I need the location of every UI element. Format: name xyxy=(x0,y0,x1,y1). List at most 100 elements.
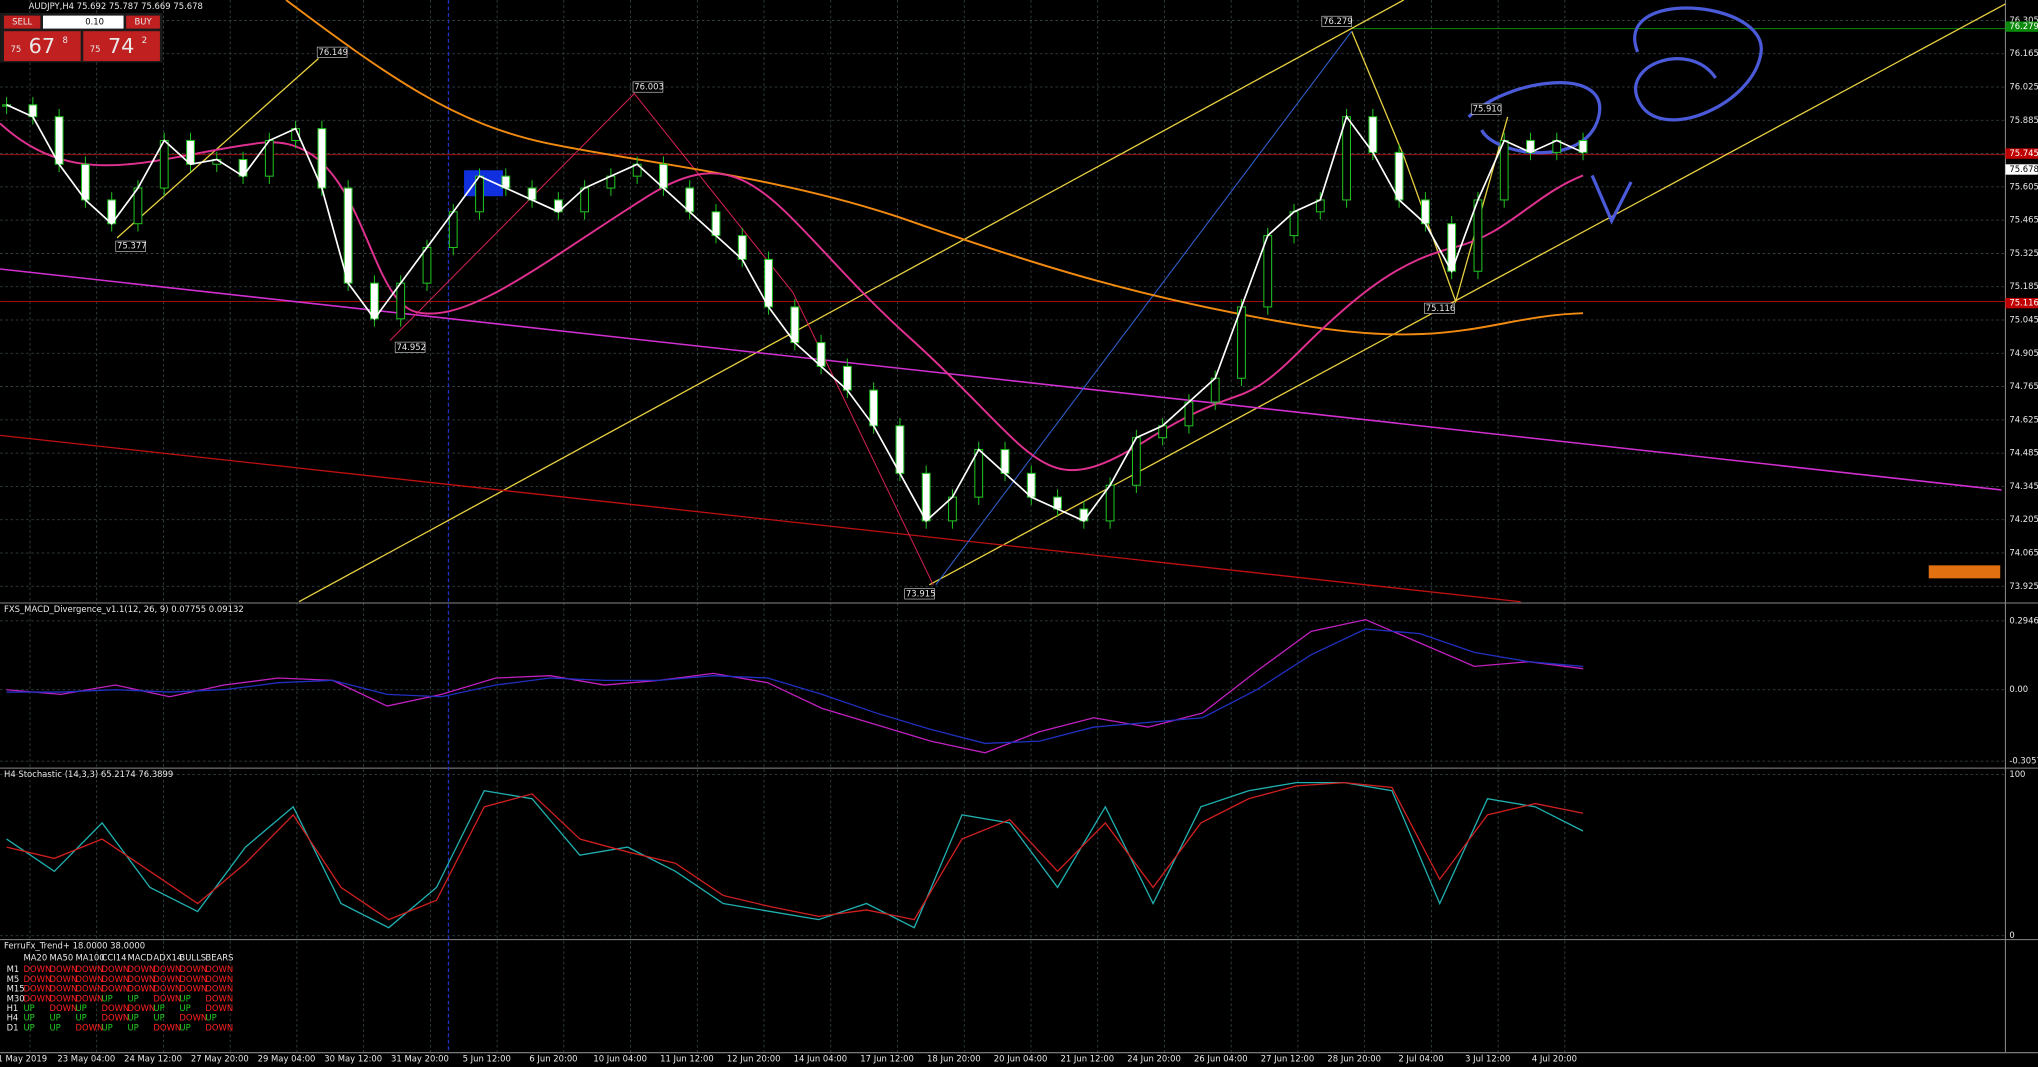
trend-row-label: M30 xyxy=(7,993,25,1003)
trend-cell: DOWN xyxy=(179,974,207,984)
trend-cell: UP xyxy=(75,1003,86,1013)
candle xyxy=(475,175,484,213)
price-marker xyxy=(2005,21,2038,32)
time-label: 21 May 2019 xyxy=(0,1054,47,1064)
time-label: 28 Jun 20:00 xyxy=(1327,1054,1381,1064)
price-marker-label: 75.116 xyxy=(2009,298,2038,308)
trend-cell: DOWN xyxy=(153,984,181,994)
time-label: 4 Jul 20:00 xyxy=(1532,1054,1577,1064)
freehand-drawing xyxy=(1633,6,1763,122)
time-label: 27 May 20:00 xyxy=(191,1054,249,1064)
swing-label: 75.910 xyxy=(1473,104,1503,114)
trend-cell: DOWN xyxy=(101,964,129,974)
lot-value: 0.10 xyxy=(85,17,104,27)
trend-cell: UP xyxy=(153,1013,164,1023)
time-label: 17 Jun 12:00 xyxy=(860,1054,914,1064)
price-marker-label: 75.678 xyxy=(2009,164,2038,174)
sell-label: SELL xyxy=(12,17,32,27)
bid-box[interactable] xyxy=(3,31,81,62)
candle xyxy=(1499,139,1509,201)
candle xyxy=(1342,116,1351,201)
trend-cell: DOWN xyxy=(205,1023,233,1033)
swing-label-bg xyxy=(115,240,146,252)
time-label: 24 Jun 20:00 xyxy=(1127,1054,1181,1064)
time-label: 2 Jul 04:00 xyxy=(1398,1054,1443,1064)
trend-cell: UP xyxy=(179,1003,190,1013)
ask-box[interactable] xyxy=(83,31,160,62)
trend-cell: UP xyxy=(49,1023,60,1033)
price-tick-label: 74.345 xyxy=(2009,481,2038,491)
trend-row-label: H4 xyxy=(7,1013,19,1023)
candle xyxy=(1473,199,1483,272)
candle xyxy=(448,211,458,249)
trend-cell: DOWN xyxy=(101,984,129,994)
trend-cell: UP xyxy=(23,1003,34,1013)
trendline xyxy=(0,268,2002,491)
trend-header: MA20 xyxy=(23,952,47,962)
trend-cell: DOWN xyxy=(205,964,233,974)
trend-cell: DOWN xyxy=(75,974,103,984)
moving-average xyxy=(0,122,1584,472)
candle xyxy=(1105,484,1115,522)
ask-main: 74 xyxy=(108,34,134,58)
candle xyxy=(343,187,353,284)
time-label: 12 Jun 20:00 xyxy=(727,1054,781,1064)
time-label: 30 May 12:00 xyxy=(324,1054,382,1064)
osc-tick-label: 0 xyxy=(2009,930,2014,940)
candle xyxy=(317,128,327,189)
trend-cell: DOWN xyxy=(23,984,51,994)
time-label: 18 Jun 20:00 xyxy=(927,1054,981,1064)
trend-cell: UP xyxy=(101,1023,112,1033)
time-label: 10 Jun 04:00 xyxy=(593,1054,647,1064)
trend-cell: UP xyxy=(127,993,138,1003)
price-marker-label: 75.745 xyxy=(2009,148,2038,158)
trend-cell: DOWN xyxy=(153,993,181,1003)
trend-cell: DOWN xyxy=(205,1003,233,1013)
trend-cell: UP xyxy=(205,1013,216,1023)
trend-cell: DOWN xyxy=(23,993,51,1003)
trend-cell: DOWN xyxy=(49,993,77,1003)
price-tick-label: 76.025 xyxy=(2009,82,2038,92)
trend-header: ADX14 xyxy=(153,952,182,962)
sell-button[interactable] xyxy=(3,15,41,29)
trend-row-label: M5 xyxy=(7,974,20,984)
trendline xyxy=(298,0,1405,603)
trend-cell: UP xyxy=(49,1013,60,1023)
trend-cell: DOWN xyxy=(127,984,155,994)
swing-label-bg xyxy=(904,588,935,600)
swing-label-bg xyxy=(632,81,664,93)
trendline xyxy=(0,434,1521,603)
trend-row-label: M15 xyxy=(7,984,25,994)
trend-cell: DOWN xyxy=(49,964,77,974)
price-tick-label: 74.765 xyxy=(2009,381,2038,391)
trend-row-label: D1 xyxy=(7,1023,19,1033)
trend-cell: DOWN xyxy=(49,974,77,984)
buy-button[interactable] xyxy=(126,15,160,29)
swing-label-bg xyxy=(1424,302,1455,314)
trend-cell: UP xyxy=(127,1013,138,1023)
candle xyxy=(790,306,800,344)
trend-cell: DOWN xyxy=(75,1023,103,1033)
price-tick-label: 75.465 xyxy=(2009,215,2038,225)
trend-cell: DOWN xyxy=(205,993,233,1003)
swing-label-bg xyxy=(394,341,426,353)
osc-line xyxy=(6,628,1584,745)
swing-label-bg xyxy=(1321,15,1353,27)
freehand-drawing xyxy=(1590,174,1633,225)
time-label: 27 Jun 12:00 xyxy=(1261,1054,1315,1064)
bid-small: 8 xyxy=(62,35,67,45)
candle xyxy=(1131,437,1141,486)
trend-cell: DOWN xyxy=(49,1003,77,1013)
trend-cell: DOWN xyxy=(127,964,155,974)
candle xyxy=(974,449,984,498)
trend-cell: UP xyxy=(23,1023,34,1033)
lot-field[interactable] xyxy=(42,15,124,29)
trade-panel: SELL 0.10 BUY 75 67 8 75 74 2 xyxy=(0,12,163,63)
time-label: 31 May 20:00 xyxy=(391,1054,449,1064)
indicator-widget xyxy=(1928,565,2001,579)
buy-label: BUY xyxy=(134,17,152,27)
swing-label: 73.915 xyxy=(906,588,936,598)
